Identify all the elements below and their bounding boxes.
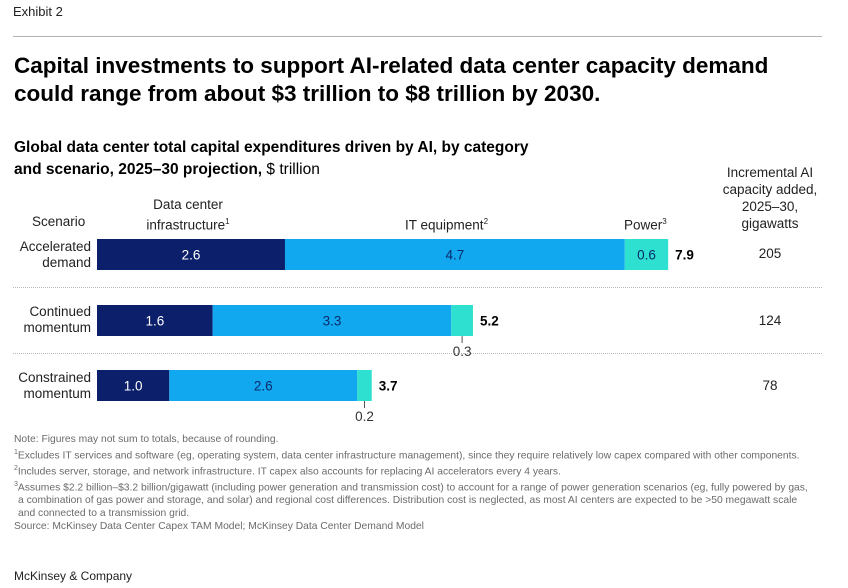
subtitle-unit: $ trillion: [266, 161, 320, 178]
footnote-2: 2Includes server, storage, and network i…: [14, 465, 561, 478]
note-rounding: Note: Figures may not sum to totals, bec…: [14, 434, 279, 445]
bar-value-label: 4.7: [445, 248, 464, 263]
bar-segment-dci: [97, 305, 213, 336]
footnote-1: 1Excludes IT services and software (eg, …: [14, 448, 800, 462]
header-it-equipment: IT equipment2: [405, 213, 488, 234]
bar-total-label: 5.2: [480, 314, 499, 329]
scenario-label-accelerated: Accelerated demand: [11, 239, 91, 271]
bar-value-label: 2.6: [254, 379, 273, 394]
footnote-1-text: Excludes IT services and software (eg, o…: [17, 450, 800, 462]
footnotes: Note: Figures may not sum to totals, bec…: [14, 434, 814, 534]
header-power-text: Power: [624, 217, 663, 233]
header-dci-line1: Data center: [153, 197, 223, 212]
bar-value-label: 0.2: [355, 409, 374, 424]
header-capacity-line1: Incremental AI: [726, 165, 814, 180]
header-capacity-line3: 2025–30,: [741, 199, 799, 214]
brand-footer: McKinsey & Company: [14, 569, 133, 583]
bar-segment-power: [357, 370, 372, 401]
scenario-label-line2: momentum: [23, 320, 91, 335]
footnote-3-text: Assumes $2.2 billion–$3.2 billion/gigawa…: [17, 482, 808, 520]
bar-total-label: 3.7: [379, 379, 398, 394]
bar-value-label: 0.3: [453, 344, 472, 359]
footnote-marker-2: 2: [483, 217, 489, 226]
footnote-3: 3Assumes $2.2 billion–$3.2 billion/gigaw…: [14, 481, 808, 520]
chart-subtitle: Global data center total capital expendi…: [14, 137, 534, 181]
capacity-value-continued: 124: [758, 313, 782, 328]
bar-value-label: 3.3: [323, 314, 342, 329]
bar-segment-power: [624, 239, 669, 270]
bar-segment-dci: [97, 239, 285, 270]
row-separator: [13, 287, 822, 288]
header-data-center-infrastructure: Data center infrastructure1: [130, 196, 246, 234]
scenario-label-constrained: Constrained momentum: [11, 370, 91, 402]
header-capacity-line2: capacity added,: [722, 182, 818, 197]
bar-chart-svg: 2.6 4.7 0.6 7.9 1.6 3.3 0.3 5.2 1.0 2.6 0.2 3.7: [97, 239, 694, 424]
row-separator: [13, 353, 822, 354]
header-scenario: Scenario: [32, 214, 86, 229]
source-line: Source: McKinsey Data Center Capex TAM M…: [14, 521, 424, 533]
bar-segment-power: [451, 305, 473, 336]
bar-segment-it: [169, 370, 358, 401]
header-it-text: IT equipment: [405, 217, 484, 233]
bar-value-label: 0.6: [637, 248, 656, 263]
bar-value-label: 1.6: [145, 314, 164, 329]
header-capacity-line4: gigawatts: [741, 216, 799, 231]
capacity-value-constrained: 78: [762, 378, 778, 393]
bar-value-label: 1.0: [124, 379, 143, 394]
scenario-label-line2: demand: [42, 255, 91, 270]
scenario-label-line2: momentum: [23, 386, 91, 401]
footnote-2-text: Includes server, storage, and network in…: [17, 466, 561, 478]
header-capacity: Incremental AI capacity added, 2025–30, …: [705, 164, 835, 232]
header-dci-line2: infrastructure1: [130, 213, 246, 234]
subtitle-text: Global data center total capital expendi…: [14, 139, 529, 178]
scenario-label-continued: Continued momentum: [11, 304, 91, 336]
bar-segment-it: [212, 305, 452, 336]
scenario-label-line1: Constrained: [18, 370, 91, 385]
header-dci-text: infrastructure: [146, 217, 226, 233]
scenario-label-line1: Accelerated: [19, 239, 91, 254]
top-divider: [13, 36, 822, 37]
scenario-label-line1: Continued: [29, 304, 91, 319]
capacity-value-accelerated: 205: [758, 246, 782, 261]
bar-total-label: 7.9: [675, 248, 694, 263]
bar-segment-dci: [97, 370, 170, 401]
header-power: Power3: [624, 213, 667, 234]
footnote-marker-3: 3: [662, 217, 667, 226]
bar-value-label: 2.6: [182, 248, 201, 263]
bar-segment-it: [284, 239, 625, 270]
chart-headline: Capital investments to support AI-relate…: [14, 53, 769, 106]
footnote-marker-1: 1: [225, 217, 230, 226]
exhibit-label: Exhibit 2: [13, 4, 63, 19]
